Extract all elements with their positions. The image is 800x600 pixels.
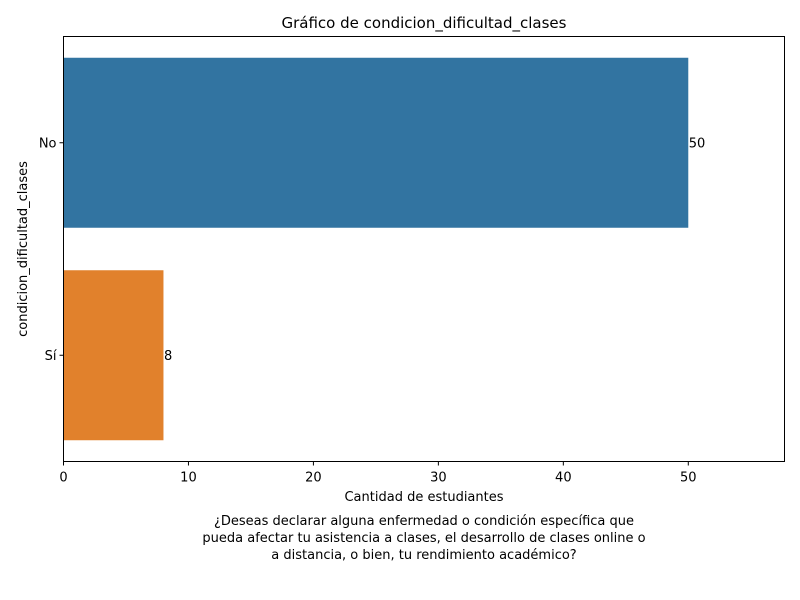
- chart-title: Gráfico de condicion_dificultad_clases: [282, 14, 567, 33]
- x-tick-label-2: 20: [305, 471, 322, 486]
- bars-group: [63, 57, 689, 441]
- bar-1: [63, 270, 164, 441]
- data-labels: 50 8: [164, 136, 705, 364]
- plot-frame: [63, 36, 785, 462]
- x-tick-label-1: 10: [180, 471, 197, 486]
- y-axis-label: condicion_dificultad_clases: [16, 161, 31, 337]
- data-label-0: 50: [689, 136, 706, 151]
- x-axis-label: Cantidad de estudiantes: [344, 490, 503, 505]
- x-tick-label-5: 50: [680, 471, 697, 486]
- y-tick-label-0: No: [39, 136, 57, 151]
- y-tick-label-1: Sí: [45, 349, 57, 364]
- x-tick-label-0: 0: [59, 471, 67, 486]
- x-tick-label-3: 30: [430, 471, 447, 486]
- x-tick-label-4: 40: [555, 471, 572, 486]
- y-axis-ticks: No Sí: [39, 136, 64, 364]
- bar-0: [63, 57, 689, 228]
- x-axis-ticks: 0 10 20 30 40 50: [59, 461, 697, 486]
- question-caption: ¿Deseas declarar alguna enfermedad o con…: [202, 514, 646, 563]
- data-label-1: 8: [164, 349, 172, 364]
